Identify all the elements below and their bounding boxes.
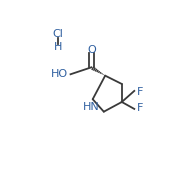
Text: H: H [54,42,62,51]
Text: Cl: Cl [53,29,64,39]
Text: HO: HO [51,69,68,79]
Text: F: F [137,87,143,97]
Text: F: F [137,103,143,113]
Text: HN: HN [83,102,100,112]
Text: O: O [87,45,96,55]
